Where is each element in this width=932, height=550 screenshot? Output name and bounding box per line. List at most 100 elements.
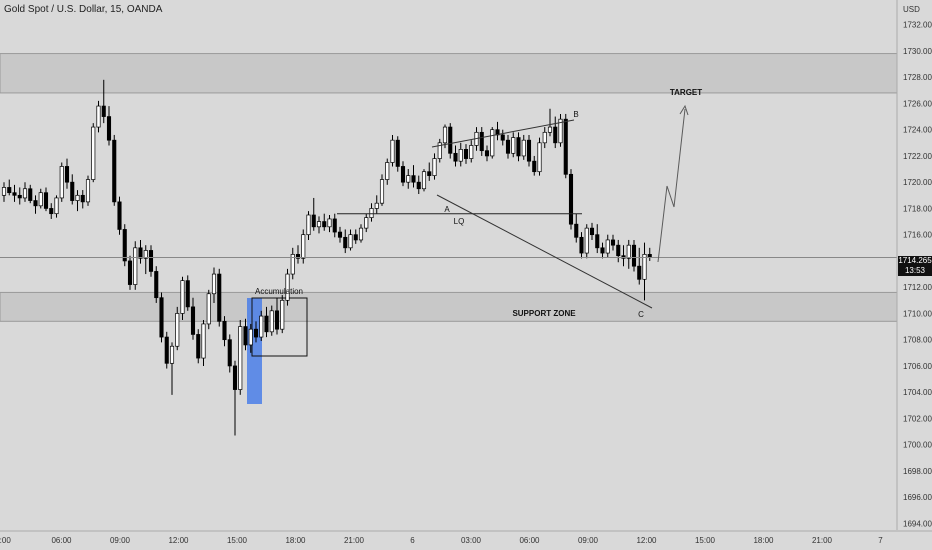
candle[interactable] xyxy=(453,145,458,167)
candle[interactable] xyxy=(542,127,547,149)
candle[interactable] xyxy=(180,276,185,320)
candle[interactable] xyxy=(521,134,526,160)
candle[interactable] xyxy=(348,229,353,251)
candle[interactable] xyxy=(201,320,206,366)
candle[interactable] xyxy=(369,203,374,222)
candle[interactable] xyxy=(106,106,112,146)
candle[interactable] xyxy=(332,213,337,238)
candle[interactable] xyxy=(232,360,238,436)
candle[interactable] xyxy=(353,229,358,244)
candle[interactable] xyxy=(621,245,626,267)
candle[interactable] xyxy=(647,247,652,261)
candle[interactable] xyxy=(322,213,327,231)
candle[interactable] xyxy=(91,123,96,183)
candle[interactable] xyxy=(400,161,406,187)
candle[interactable] xyxy=(610,234,616,251)
candle[interactable] xyxy=(642,242,647,301)
candle[interactable] xyxy=(568,169,574,230)
candle[interactable] xyxy=(85,175,91,206)
candle[interactable] xyxy=(112,134,117,206)
candle[interactable] xyxy=(589,222,595,240)
candle[interactable] xyxy=(432,153,437,180)
candle[interactable] xyxy=(22,182,28,202)
candle[interactable] xyxy=(64,158,70,189)
candle[interactable] xyxy=(316,216,322,234)
candle[interactable] xyxy=(631,239,637,272)
candle[interactable] xyxy=(70,174,75,205)
candle[interactable] xyxy=(227,334,232,373)
candle[interactable] xyxy=(390,134,395,167)
candle[interactable] xyxy=(479,127,484,156)
candle[interactable] xyxy=(175,306,180,351)
candle[interactable] xyxy=(458,142,463,167)
candle[interactable] xyxy=(154,266,159,303)
candle[interactable] xyxy=(7,179,12,196)
candle[interactable] xyxy=(595,224,600,254)
candle[interactable] xyxy=(253,321,259,343)
candle[interactable] xyxy=(211,267,217,303)
candle[interactable] xyxy=(574,213,579,243)
candle[interactable] xyxy=(364,213,369,233)
candle[interactable] xyxy=(290,247,295,280)
candle[interactable] xyxy=(337,226,343,243)
candle[interactable] xyxy=(406,169,411,189)
candle[interactable] xyxy=(127,255,133,290)
candle[interactable] xyxy=(33,195,38,214)
candle[interactable] xyxy=(579,232,584,259)
candle[interactable] xyxy=(59,162,64,202)
candle[interactable] xyxy=(169,342,175,395)
candle[interactable] xyxy=(117,196,122,235)
candle[interactable] xyxy=(500,129,505,146)
candle[interactable] xyxy=(584,224,589,259)
candle[interactable] xyxy=(280,295,285,334)
candle[interactable] xyxy=(196,329,201,364)
candle[interactable] xyxy=(17,187,22,205)
candle[interactable] xyxy=(285,268,290,306)
candle[interactable] xyxy=(553,116,558,149)
time-axis[interactable]: 3:00 06:00 09:00 12:00 15:00 18:00 21:00 6 03:00… xyxy=(0,536,883,545)
candle[interactable] xyxy=(516,132,521,162)
candle[interactable] xyxy=(484,145,490,162)
candle[interactable] xyxy=(248,323,253,353)
candle[interactable] xyxy=(159,292,164,343)
candle[interactable] xyxy=(327,215,332,233)
candle[interactable] xyxy=(374,195,379,214)
candle[interactable] xyxy=(626,239,631,269)
candle[interactable] xyxy=(96,100,101,133)
candle[interactable] xyxy=(416,175,421,194)
candle[interactable] xyxy=(43,187,49,212)
candle[interactable] xyxy=(547,108,553,137)
candle[interactable] xyxy=(379,174,385,206)
candle[interactable] xyxy=(206,289,211,330)
candle[interactable] xyxy=(259,310,264,341)
candle[interactable] xyxy=(505,134,511,159)
candle[interactable] xyxy=(511,132,516,158)
candle[interactable] xyxy=(427,162,432,181)
candle[interactable] xyxy=(54,195,59,218)
candle[interactable] xyxy=(311,197,316,231)
candle[interactable] xyxy=(490,127,495,159)
candle[interactable] xyxy=(138,239,143,264)
candle[interactable] xyxy=(185,275,190,311)
candle[interactable] xyxy=(616,239,621,263)
candle[interactable] xyxy=(243,318,248,351)
candle[interactable] xyxy=(563,113,568,179)
candle[interactable] xyxy=(38,188,43,209)
candle[interactable] xyxy=(411,165,416,188)
candle[interactable] xyxy=(80,190,85,209)
candle[interactable] xyxy=(190,297,196,340)
candle[interactable] xyxy=(101,79,106,124)
candle[interactable] xyxy=(133,241,138,290)
candle[interactable] xyxy=(463,144,469,164)
candle[interactable] xyxy=(12,184,17,202)
candle[interactable] xyxy=(358,224,364,243)
candle[interactable] xyxy=(301,229,306,264)
candle[interactable] xyxy=(306,211,311,240)
candle[interactable] xyxy=(532,155,537,176)
candle[interactable] xyxy=(600,242,605,259)
candle[interactable] xyxy=(143,245,148,275)
candle[interactable] xyxy=(148,245,154,277)
candle[interactable] xyxy=(164,331,169,369)
candle[interactable] xyxy=(75,190,80,212)
